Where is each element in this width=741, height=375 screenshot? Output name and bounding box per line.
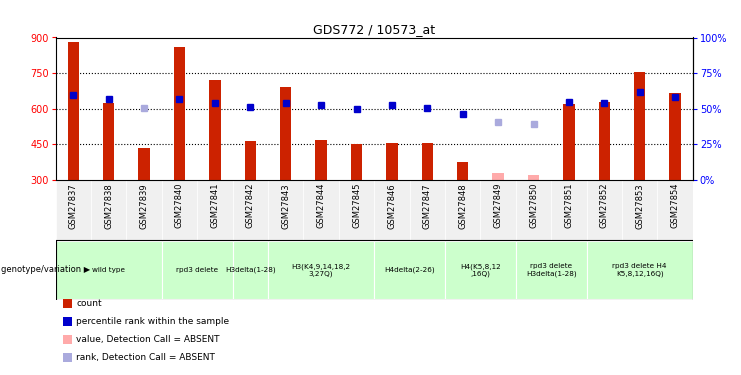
- Text: H4(K5,8,12
,16Q): H4(K5,8,12 ,16Q): [460, 263, 501, 277]
- Bar: [197, 180, 233, 240]
- Bar: [56, 241, 162, 299]
- Bar: [493, 173, 504, 180]
- Text: H3delta(1-28): H3delta(1-28): [225, 267, 276, 273]
- Bar: [422, 143, 433, 180]
- Text: genotype/variation ▶: genotype/variation ▶: [1, 266, 90, 274]
- Bar: [303, 180, 339, 240]
- Text: rpd3 delete H4
K5,8,12,16Q): rpd3 delete H4 K5,8,12,16Q): [613, 263, 667, 277]
- Text: H3(K4,9,14,18,2
3,27Q): H3(K4,9,14,18,2 3,27Q): [291, 263, 350, 277]
- Bar: [127, 180, 162, 240]
- Bar: [445, 180, 480, 240]
- Bar: [516, 180, 551, 240]
- Bar: [634, 72, 645, 180]
- Text: GSM27854: GSM27854: [671, 183, 679, 228]
- Text: GSM27845: GSM27845: [352, 183, 361, 228]
- Bar: [162, 180, 197, 240]
- Bar: [339, 180, 374, 240]
- Bar: [374, 180, 410, 240]
- Text: rpd3 delete
H3delta(1-28): rpd3 delete H3delta(1-28): [526, 263, 576, 277]
- Bar: [174, 47, 185, 180]
- Bar: [233, 180, 268, 240]
- Text: GSM27847: GSM27847: [423, 183, 432, 229]
- Bar: [268, 241, 374, 299]
- Bar: [350, 144, 362, 180]
- Text: GSM27837: GSM27837: [69, 183, 78, 229]
- Text: GSM27846: GSM27846: [388, 183, 396, 229]
- Bar: [480, 180, 516, 240]
- Bar: [587, 241, 693, 299]
- Bar: [67, 42, 79, 180]
- Text: value, Detection Call = ABSENT: value, Detection Call = ABSENT: [76, 335, 220, 344]
- Bar: [280, 87, 291, 180]
- Bar: [457, 162, 468, 180]
- Text: GSM27844: GSM27844: [316, 183, 325, 228]
- Bar: [316, 140, 327, 180]
- Text: GSM27838: GSM27838: [104, 183, 113, 229]
- Text: GSM27841: GSM27841: [210, 183, 219, 228]
- Text: GSM27848: GSM27848: [458, 183, 468, 229]
- Text: rank, Detection Call = ABSENT: rank, Detection Call = ABSENT: [76, 353, 215, 362]
- Bar: [91, 180, 127, 240]
- Bar: [622, 180, 657, 240]
- Text: GSM27850: GSM27850: [529, 183, 538, 228]
- Bar: [410, 180, 445, 240]
- Bar: [209, 80, 221, 180]
- Text: GSM27849: GSM27849: [494, 183, 502, 228]
- Bar: [669, 93, 681, 180]
- Bar: [268, 180, 303, 240]
- Title: GDS772 / 10573_at: GDS772 / 10573_at: [313, 23, 435, 36]
- Bar: [103, 103, 114, 180]
- Bar: [245, 141, 256, 180]
- Text: GSM27843: GSM27843: [281, 183, 290, 229]
- Text: count: count: [76, 299, 102, 308]
- Text: GSM27839: GSM27839: [139, 183, 149, 229]
- Bar: [528, 175, 539, 180]
- Bar: [587, 180, 622, 240]
- Text: GSM27842: GSM27842: [246, 183, 255, 228]
- Bar: [233, 241, 268, 299]
- Text: GSM27840: GSM27840: [175, 183, 184, 228]
- Text: H4delta(2-26): H4delta(2-26): [385, 267, 435, 273]
- Bar: [56, 180, 91, 240]
- Text: GSM27851: GSM27851: [565, 183, 574, 228]
- Text: wild type: wild type: [92, 267, 125, 273]
- Bar: [139, 148, 150, 180]
- Text: GSM27853: GSM27853: [635, 183, 644, 229]
- Bar: [599, 102, 610, 180]
- Bar: [657, 180, 693, 240]
- Bar: [445, 241, 516, 299]
- Bar: [386, 143, 398, 180]
- Bar: [374, 241, 445, 299]
- Bar: [563, 104, 574, 180]
- Bar: [162, 241, 233, 299]
- Text: rpd3 delete: rpd3 delete: [176, 267, 219, 273]
- Text: percentile rank within the sample: percentile rank within the sample: [76, 317, 230, 326]
- Text: GSM27852: GSM27852: [599, 183, 609, 228]
- Bar: [516, 241, 587, 299]
- Bar: [551, 180, 587, 240]
